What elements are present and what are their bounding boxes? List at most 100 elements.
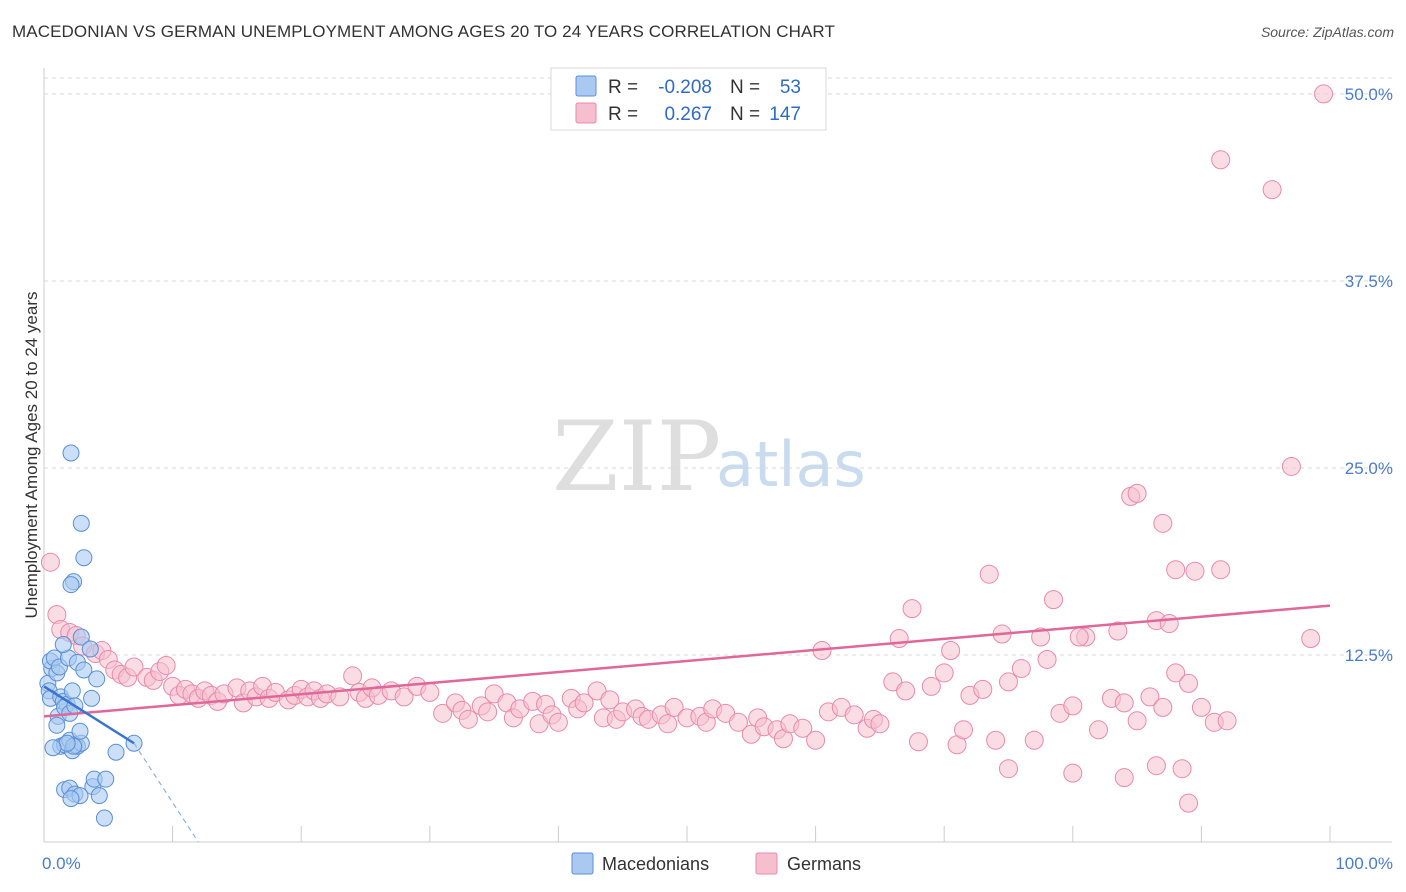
macedonian-point: [62, 576, 80, 594]
german-point: [1146, 756, 1166, 776]
german-point: [728, 712, 748, 732]
macedonian-point: [62, 444, 80, 462]
german-point: [548, 712, 568, 732]
trend-lines: [43, 604, 1331, 843]
y-tick-labels: 12.5% 25.0% 37.5% 50.0%: [1345, 85, 1393, 665]
german-point: [999, 759, 1018, 779]
german-point: [1031, 627, 1051, 647]
bottom-legend-macedonians: Macedonians: [602, 854, 709, 874]
macedonian-point: [75, 661, 93, 679]
german-point: [1114, 693, 1134, 713]
chart-title: MACEDONIAN VS GERMAN UNEMPLOYMENT AMONG …: [12, 22, 835, 41]
german-point: [664, 697, 684, 717]
axes: [43, 68, 1392, 843]
macedonian-point: [95, 809, 113, 827]
german-point: [1127, 711, 1147, 731]
macedonian-point: [81, 640, 99, 658]
german-point: [1153, 513, 1173, 533]
macedonian-point: [90, 787, 108, 805]
german-point: [1063, 763, 1083, 783]
german-point: [1166, 560, 1186, 580]
legend-swatch-macedonians: [575, 75, 597, 97]
macedonian-point: [75, 549, 93, 567]
german-point: [433, 703, 453, 723]
german-point: [979, 564, 999, 584]
german-point: [458, 709, 478, 729]
correlation-legend: R = -0.208 N = 53 R = 0.267 N = 147: [550, 67, 827, 131]
german-point: [1179, 793, 1199, 813]
german-point: [1063, 696, 1083, 716]
german-point: [1011, 658, 1031, 678]
german-point: [902, 599, 922, 619]
macedonian-point: [58, 734, 76, 752]
german-point: [1217, 711, 1237, 731]
german-point: [478, 702, 498, 722]
macedonian-point: [107, 743, 125, 761]
legend-n-value: 147: [769, 104, 801, 125]
macedonian-point: [62, 790, 80, 808]
german-point: [806, 730, 826, 750]
german-point: [600, 690, 620, 710]
bottom-legend-swatch-germans: [755, 852, 778, 875]
y-tick-label: 50.0%: [1345, 85, 1393, 104]
legend-r-value: -0.208: [658, 77, 712, 98]
x-tick-label-max: 100.0%: [1335, 854, 1393, 873]
legend-n-label: N =: [730, 104, 760, 125]
german-point: [156, 655, 176, 675]
macedonian-point: [97, 770, 115, 788]
german-point: [1114, 768, 1134, 788]
german-point: [658, 714, 678, 734]
german-point: [889, 629, 909, 649]
german-points: [40, 84, 1334, 813]
german-point: [1172, 759, 1192, 779]
german-point: [1108, 621, 1128, 641]
macedonian-point: [44, 739, 62, 757]
german-point: [934, 663, 954, 683]
legend-n-label: N =: [730, 77, 760, 98]
german-point: [870, 714, 890, 734]
german-point: [1191, 697, 1211, 717]
german-point: [953, 720, 973, 740]
y-tick-label: 25.0%: [1345, 459, 1393, 478]
bottom-legend-swatch-macedonians: [571, 852, 594, 875]
y-axis-label: Unemployment Among Ages 20 to 24 years: [22, 292, 41, 619]
y-tick-label: 12.5%: [1345, 646, 1393, 665]
bottom-legend-germans: Germans: [787, 854, 861, 874]
german-point: [1069, 627, 1089, 647]
german-point: [986, 730, 1006, 750]
german-point: [921, 676, 941, 696]
macedonian-trend-extension: [133, 742, 199, 843]
legend-swatch-germans: [575, 102, 597, 124]
german-point: [1159, 614, 1179, 634]
german-point: [1153, 697, 1173, 717]
german-point: [394, 687, 414, 707]
legend-r-value: 0.267: [664, 104, 712, 125]
macedonian-point: [71, 722, 89, 740]
macedonian-point: [72, 514, 90, 532]
macedonian-point: [72, 628, 90, 646]
german-point: [1281, 456, 1301, 476]
german-point: [1301, 629, 1321, 649]
macedonian-point: [63, 682, 81, 700]
macedonian-points: [39, 444, 143, 827]
legend-r-label: R =: [608, 77, 638, 98]
german-point: [999, 672, 1018, 692]
german-point: [1262, 180, 1282, 200]
macedonian-point: [54, 636, 72, 654]
german-point: [1185, 561, 1205, 581]
german-point: [1089, 720, 1109, 740]
macedonian-point: [88, 670, 106, 688]
german-point: [1037, 649, 1057, 669]
german-point: [343, 666, 363, 686]
german-point: [896, 681, 916, 701]
german-point: [1127, 483, 1147, 503]
german-point: [1024, 730, 1044, 750]
german-trend-line: [43, 604, 1331, 718]
german-point: [1314, 84, 1334, 104]
watermark-zip: ZIP: [552, 401, 721, 513]
german-point: [1044, 590, 1064, 610]
german-point: [1211, 150, 1231, 170]
german-point: [574, 693, 594, 713]
watermark-atlas: atlas: [716, 428, 866, 501]
